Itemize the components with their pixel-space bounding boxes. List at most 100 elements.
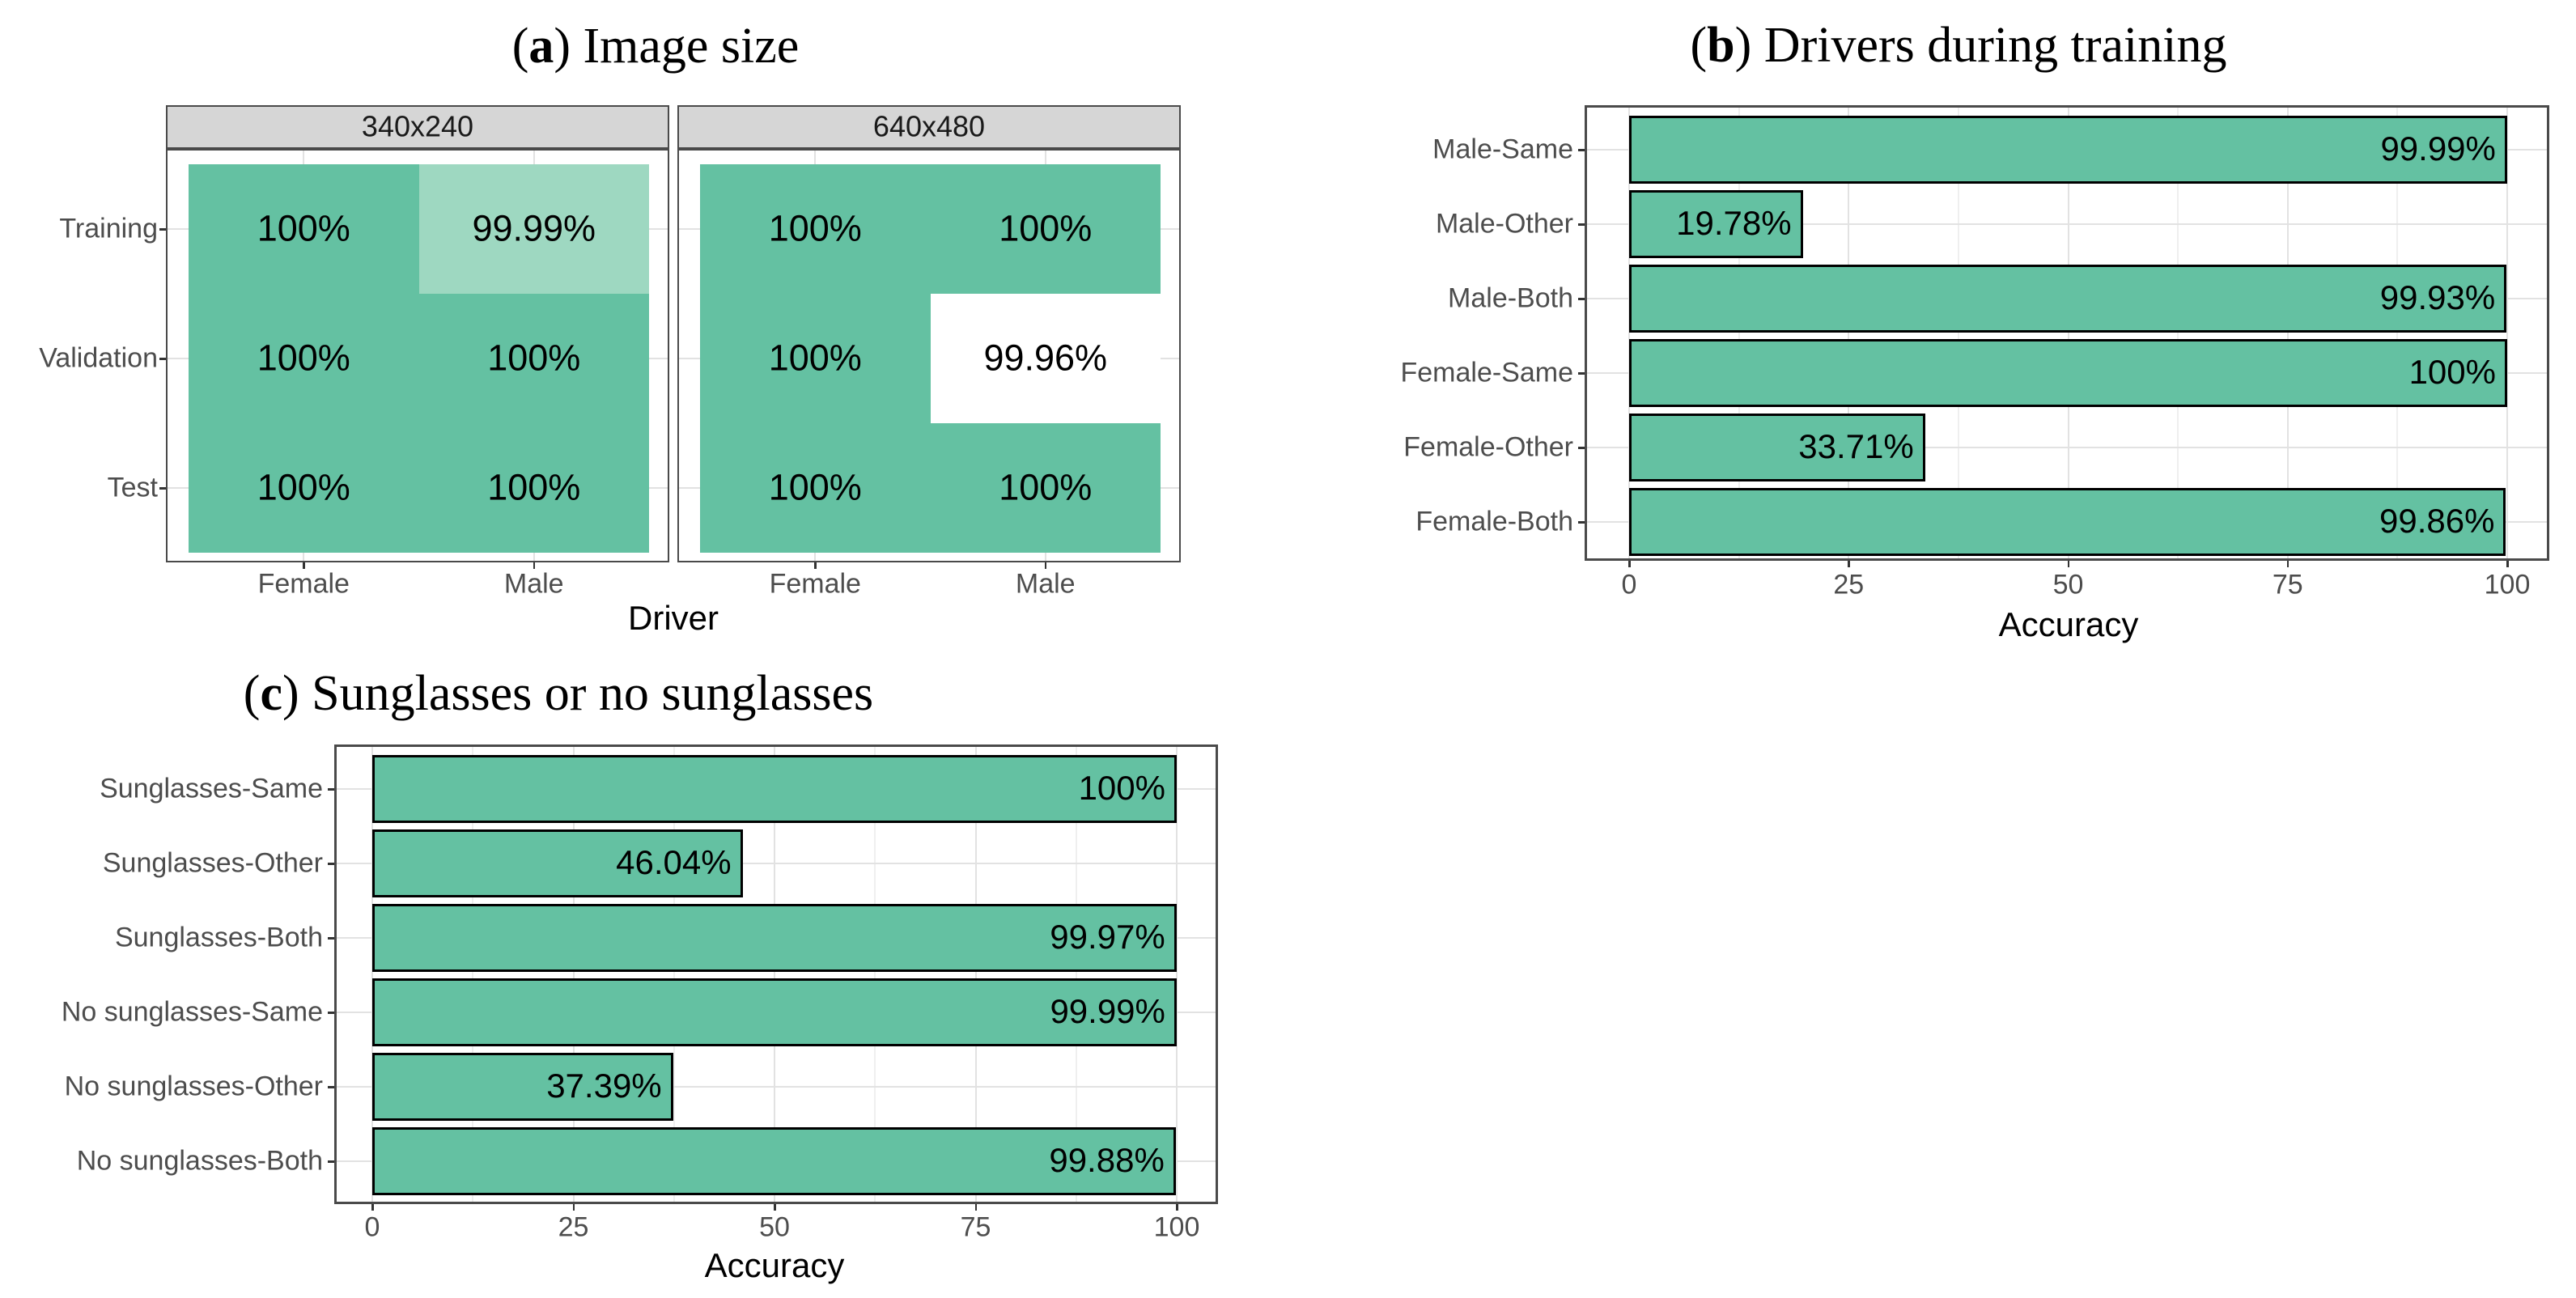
grid-major-h [1585, 447, 2549, 448]
tile-value-label: 100% [768, 207, 862, 249]
axis-tick [328, 1160, 334, 1163]
tile-value-label: 100% [999, 207, 1093, 249]
bar-value-label: 99.88% [1049, 1141, 1165, 1180]
facet-panel-border [166, 149, 669, 562]
y-category-label: Test [107, 472, 158, 503]
grid-major-v [1628, 105, 1630, 561]
axis-title-driver: Driver [628, 599, 719, 638]
axis-tick [1578, 372, 1585, 375]
x-tick-label: 0 [364, 1211, 380, 1243]
x-tick-label: Female [257, 568, 350, 600]
grid-minor-v [1738, 105, 1740, 561]
grid-minor-v [874, 744, 876, 1204]
category-label: No sunglasses-Other [64, 1071, 323, 1102]
x-tick-label: 75 [960, 1211, 991, 1243]
axis-tick [1848, 561, 1850, 567]
title-paren: ( [1690, 17, 1708, 73]
x-tick-label: 75 [2272, 569, 2303, 600]
tile-value-label: 100% [257, 207, 350, 249]
title-letter: a [528, 18, 554, 74]
category-label: Sunglasses-Both [114, 922, 323, 953]
grid-minor-v [1957, 105, 1959, 561]
panel-b-title: (b) Drivers during training [1691, 20, 2227, 70]
axis-tick [328, 863, 334, 865]
axis-tick [2067, 561, 2069, 567]
bar [1629, 116, 2507, 184]
bar [372, 978, 1177, 1046]
tile-value-label: 100% [257, 466, 350, 508]
title-text: ) Image size [554, 18, 800, 74]
facet-panel-border [677, 149, 1181, 562]
category-label: No sunglasses-Both [76, 1145, 323, 1177]
bar [1629, 265, 2507, 333]
grid-minor-v [1075, 744, 1077, 1204]
tile [189, 423, 419, 553]
axis-tick [2286, 561, 2290, 567]
bar-value-label: 46.04% [616, 843, 732, 882]
bar-value-label: 37.39% [546, 1067, 662, 1105]
facet-strip [677, 105, 1181, 149]
y-category-label: Validation [39, 342, 158, 374]
grid-major-h [1585, 223, 2549, 225]
axis-tick [159, 487, 166, 490]
title-text: ) Drivers during training [1734, 17, 2227, 73]
category-label: Sunglasses-Other [102, 847, 323, 879]
grid-minor-v [472, 744, 474, 1204]
axis-tick [159, 358, 166, 360]
tile-value-label: 100% [768, 337, 862, 379]
bar [372, 904, 1177, 972]
axis-tick [328, 788, 334, 791]
category-label: Female-Other [1403, 431, 1573, 463]
bar-value-label: 99.99% [2380, 129, 2496, 168]
category-label: Female-Same [1400, 357, 1573, 388]
x-tick-label: Female [769, 568, 861, 600]
grid-major-v [572, 744, 575, 1204]
tile [700, 423, 931, 553]
x-tick-label: Male [1015, 568, 1076, 600]
tile [700, 164, 931, 294]
bar-value-label: 19.78% [1676, 204, 1792, 243]
tile [930, 294, 1161, 423]
bar-value-label: 100% [2408, 353, 2496, 392]
tile-value-label: 100% [487, 337, 581, 379]
tile-value-label: 100% [768, 466, 862, 508]
axis-tick [1044, 562, 1047, 569]
grid-major-v [2067, 105, 2069, 561]
axis-tick [1578, 223, 1585, 226]
y-category-label: Training [59, 213, 158, 244]
axis-tick [814, 562, 817, 569]
axis-tick [1628, 561, 1631, 567]
panel-a-title: (a) Image size [512, 21, 800, 71]
axis-tick [328, 1012, 334, 1014]
x-tick-label: 50 [759, 1211, 790, 1243]
grid-major-v [774, 744, 775, 1204]
bar-value-label: 33.71% [1798, 427, 1914, 466]
axis-tick [1578, 298, 1585, 300]
axis-tick [371, 1204, 374, 1211]
tile [930, 423, 1161, 553]
category-label: Male-Same [1432, 134, 1573, 165]
grid-minor-v [2177, 105, 2179, 561]
bar-value-label: 99.86% [2379, 502, 2495, 541]
axis-title-accuracy-b: Accuracy [1998, 605, 2139, 644]
axis-tick [974, 1204, 977, 1211]
axis-tick [774, 1204, 776, 1211]
x-tick-label: Male [503, 568, 564, 600]
title-text: ) Sunglasses or no sunglasses [282, 665, 874, 721]
bar [1629, 339, 2507, 407]
bar [372, 829, 743, 897]
bar [372, 1053, 673, 1121]
bar [1629, 190, 1803, 258]
x-tick-label: 25 [1833, 569, 1865, 600]
grid-major-v [2506, 105, 2508, 561]
grid-major-v [1848, 105, 1850, 561]
x-tick-label: 0 [1621, 569, 1637, 600]
grid-minor-v [673, 744, 675, 1204]
title-letter: c [260, 665, 282, 721]
category-label: Male-Other [1435, 208, 1573, 240]
bar [372, 755, 1177, 823]
title-letter: b [1707, 17, 1735, 73]
grid-major-h [334, 863, 1218, 864]
panel-border-rect [1585, 105, 2549, 561]
category-label: Sunglasses-Same [100, 773, 323, 804]
